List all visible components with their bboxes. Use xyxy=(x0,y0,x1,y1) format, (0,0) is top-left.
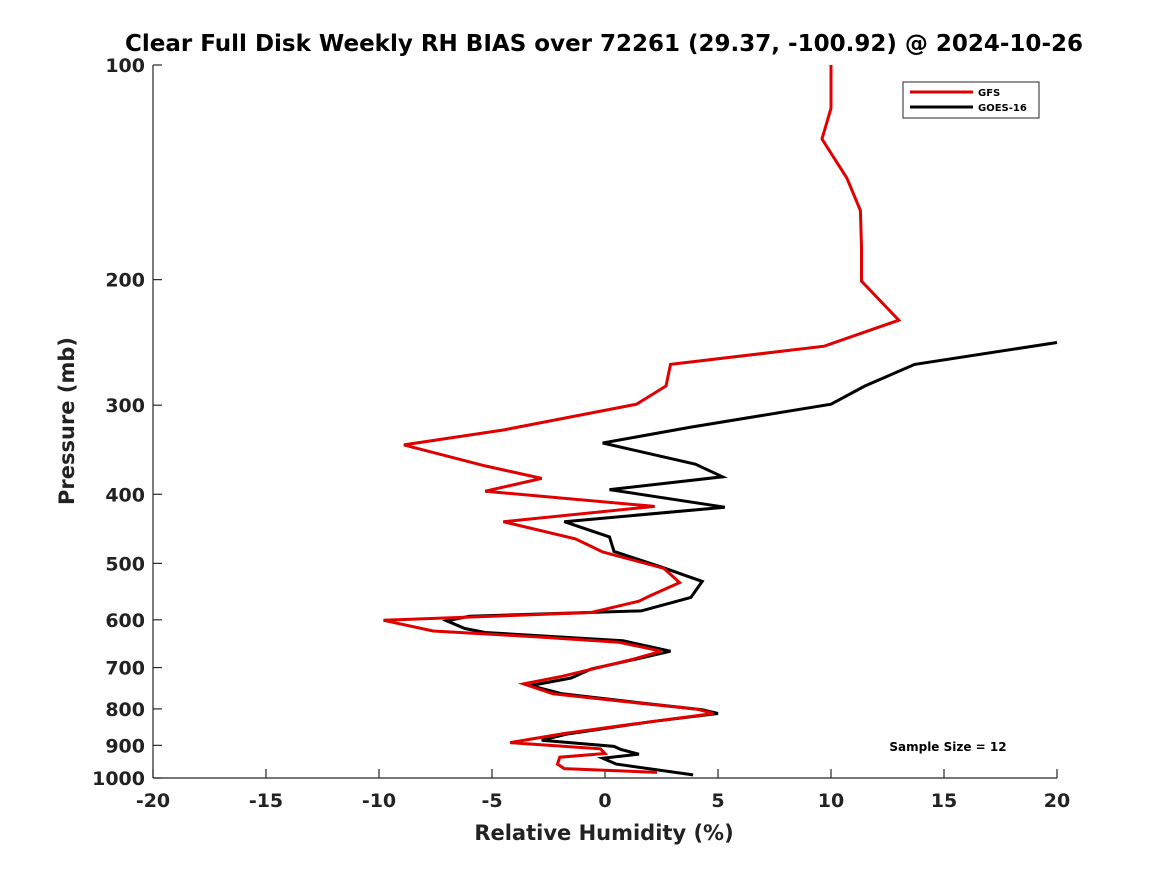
y-tick-label: 500 xyxy=(105,553,145,575)
y-tick-label: 100 xyxy=(105,55,145,77)
y-tick-label: 400 xyxy=(105,484,145,506)
y-tick-label: 1000 xyxy=(92,768,145,790)
y-tick-label: 800 xyxy=(105,699,145,721)
legend-box xyxy=(902,81,1040,119)
x-tick-label: -20 xyxy=(136,790,170,812)
x-tick-label: 10 xyxy=(818,790,844,812)
x-ticks: -20 -15 -10 -5 0 5 10 15 20 xyxy=(136,769,1070,812)
x-tick-label: -15 xyxy=(249,790,283,812)
y-tick-label: 600 xyxy=(105,610,145,632)
legend: GFS GOES-16 xyxy=(902,81,1040,119)
x-tick-label: 20 xyxy=(1044,790,1070,812)
y-tick-label: 900 xyxy=(105,735,145,757)
chart-title: Clear Full Disk Weekly RH BIAS over 7226… xyxy=(125,31,1083,57)
legend-label-goes16: GOES-16 xyxy=(978,103,1027,114)
x-tick-label: 15 xyxy=(931,790,957,812)
y-tick-label: 700 xyxy=(105,658,145,680)
legend-label-gfs: GFS xyxy=(978,88,1000,99)
x-tick-label: 0 xyxy=(598,790,611,812)
y-tick-label: 300 xyxy=(105,395,145,417)
series-line-gfs xyxy=(383,65,902,774)
x-axis-title: Relative Humidity (%) xyxy=(474,821,733,845)
series-line-goes16 xyxy=(441,341,1058,777)
sample-size-annotation: Sample Size = 12 xyxy=(889,740,1006,754)
y-ticks: 100 200 300 400 500 600 700 800 900 1000 xyxy=(92,55,162,790)
series-layer xyxy=(383,65,1058,777)
plot-area: -20 -15 -10 -5 0 5 10 15 20 100 200 300 400 500 600 70… xyxy=(92,55,1070,812)
x-tick-label: 5 xyxy=(711,790,724,812)
x-tick-label: -5 xyxy=(481,790,502,812)
y-axis-title: Pressure (mb) xyxy=(55,337,79,505)
x-tick-label: -10 xyxy=(362,790,396,812)
y-tick-label: 200 xyxy=(105,270,145,292)
